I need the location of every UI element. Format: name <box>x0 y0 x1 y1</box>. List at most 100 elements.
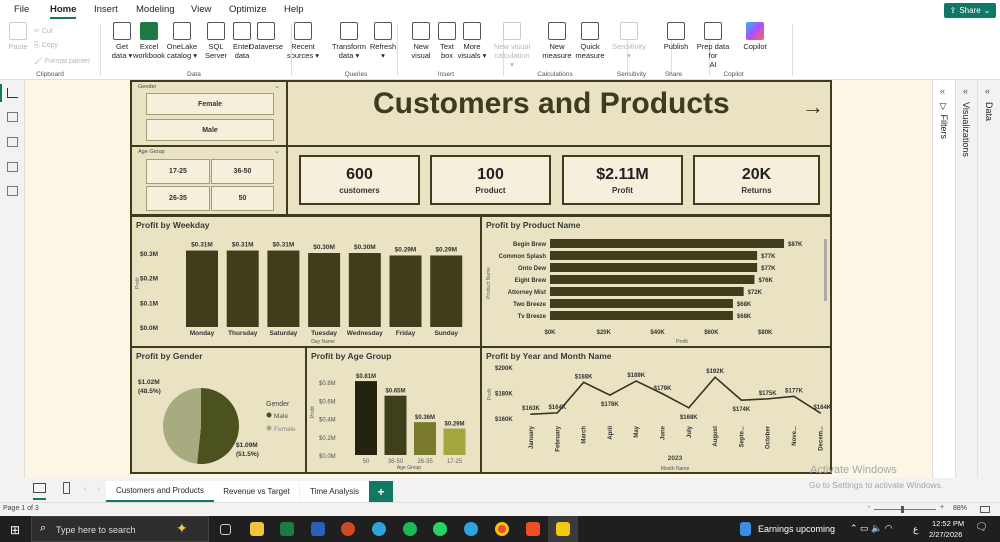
telegram-icon[interactable] <box>464 522 478 536</box>
powerpoint-icon[interactable] <box>341 522 355 536</box>
data-sqlbutton[interactable]: SQL Server <box>196 22 236 60</box>
slicer-option-17-25[interactable]: 17-25 <box>146 159 210 184</box>
data-recentbutton[interactable]: Recent sources ▾ <box>283 22 323 60</box>
windows-start-icon[interactable]: ⊞ <box>10 523 21 537</box>
edge-icon[interactable] <box>372 522 386 536</box>
excel-icon[interactable] <box>280 522 294 536</box>
profit-by-product-chart[interactable]: Profit by Product Name Begin Brew $87K Comm… <box>480 215 832 348</box>
chrome-icon[interactable] <box>495 522 509 536</box>
data-label: $1.02M (48.5%) <box>138 379 161 395</box>
menu-view[interactable]: View <box>191 4 212 15</box>
slicer-option-male[interactable]: Male <box>146 119 274 141</box>
group-label: Share <box>664 71 683 78</box>
powerbi-taskbar-button[interactable] <box>548 516 578 542</box>
model-view-icon[interactable] <box>7 137 18 147</box>
copy-button[interactable]: ⎘ Copy <box>34 42 58 49</box>
next-page-icon[interactable]: › <box>97 484 100 493</box>
menu-modeling[interactable]: Modeling <box>136 4 175 15</box>
chevron-down-icon[interactable]: ⌄ <box>274 148 280 155</box>
divider <box>291 24 292 76</box>
task-view-icon[interactable] <box>220 524 231 535</box>
queries-transformbutton[interactable]: Transform data ▾ <box>329 22 369 60</box>
sensitivity-sensitivitybutton[interactable]: Sensitivity ▾ <box>609 22 649 60</box>
profit-by-gender-chart[interactable]: Profit by Gender $1.02M (48.5%) $1.09M (51.5… <box>130 346 307 474</box>
chevron-down-icon[interactable]: ⌄ <box>274 83 280 90</box>
menu-optimize[interactable]: Optimize <box>229 4 267 15</box>
x-tick: August <box>713 426 719 447</box>
menu-help[interactable]: Help <box>284 4 304 15</box>
tab-time-analysis[interactable]: Time Analysis <box>300 481 369 502</box>
format-painter-button[interactable]: 🖌 Format painter <box>34 58 91 65</box>
report-view-icon[interactable] <box>7 88 18 98</box>
expand-icon[interactable]: « <box>940 86 946 96</box>
news-widget[interactable]: Earnings upcoming <box>758 524 836 534</box>
menu-file[interactable]: File <box>14 4 30 15</box>
zoom-out-button[interactable]: - <box>868 504 871 511</box>
data-onelakebutton[interactable]: OneLake catalog ▾ <box>162 22 202 60</box>
zoom-in-button[interactable]: + <box>940 504 945 511</box>
divider <box>792 24 793 76</box>
data-getbutton[interactable]: Get data ▾ <box>102 22 142 60</box>
bar <box>550 275 755 284</box>
taskbar-search[interactable]: ⌕ Type here to search ✦ <box>31 516 209 542</box>
insert-textbutton[interactable]: Text box <box>427 22 467 60</box>
menu-home[interactable]: Home <box>50 4 77 19</box>
queries-refreshbutton[interactable]: Refresh ▾ <box>363 22 403 60</box>
profit-by-weekday-chart[interactable]: Profit by Weekday $0.0M $0.1M $0.2M $0.3M Pro… <box>130 215 482 348</box>
file-explorer-icon[interactable] <box>250 522 264 536</box>
slicer-option-50[interactable]: 50 <box>211 186 274 211</box>
paste-button[interactable]: Paste <box>6 22 30 51</box>
data-enterbutton[interactable]: Enter data <box>222 22 262 60</box>
data-label: $0.30M <box>354 244 376 251</box>
data-dataversebutton[interactable]: Dataverse <box>246 22 286 51</box>
slicer-option-36-50[interactable]: 36-50 <box>211 159 274 184</box>
zoom-slider[interactable] <box>874 506 936 513</box>
calculations-newbutton[interactable]: New measure <box>537 22 577 60</box>
mobile-layout-icon[interactable] <box>63 482 70 494</box>
calculations-quickbutton[interactable]: Quick measure <box>570 22 610 60</box>
dax-query-icon[interactable] <box>7 162 18 172</box>
menu-insert[interactable]: Insert <box>94 4 118 15</box>
tab-revenue-vs-target[interactable]: Revenue vs Target <box>214 481 299 502</box>
data-point <box>819 412 822 414</box>
x-tick: $60K <box>704 330 719 336</box>
expand-icon[interactable]: « <box>985 86 991 96</box>
profit-by-month-chart[interactable]: Profit by Year and Month Name $160K $180K $… <box>480 346 832 474</box>
slicer-option-female[interactable]: Female <box>146 93 274 115</box>
gender-slicer: Gender ⌄ Female Male <box>130 80 288 147</box>
insert-newbutton[interactable]: New visual <box>401 22 441 60</box>
share-publishbutton[interactable]: Publish <box>656 22 696 51</box>
desktop-layout-icon[interactable] <box>33 483 46 493</box>
zoom-slider-thumb[interactable] <box>901 506 904 513</box>
add-page-button[interactable]: + <box>369 481 393 502</box>
profit-by-age-group-chart[interactable]: Profit by Age Group $0.0M $0.2M $0.4M $0.6M $… <box>305 346 482 474</box>
cut-button[interactable]: ✂ Cut <box>34 28 53 35</box>
tray-icons[interactable]: ⌃ ▭ 🔈 ◠ <box>850 523 893 533</box>
filter-icon: ▽ <box>939 102 949 115</box>
brave-icon[interactable] <box>526 522 540 536</box>
notification-icon[interactable]: 🗨 <box>975 522 988 533</box>
table-view-icon[interactable] <box>7 112 18 122</box>
filters-pane[interactable]: «▽ Filters <box>932 80 955 478</box>
fit-to-page-icon[interactable] <box>980 506 990 513</box>
spotify-icon[interactable] <box>403 522 417 536</box>
y-tick: Begin Brew <box>513 242 546 248</box>
prev-page-icon[interactable]: ‹ <box>84 484 87 493</box>
onelakeicon <box>173 22 191 40</box>
slicer-option-26-35[interactable]: 26-35 <box>146 186 210 211</box>
visualizations-pane[interactable]: «Visualizations <box>955 80 977 478</box>
insert-morebutton[interactable]: More visuals ▾ <box>452 22 492 60</box>
copilot-prep-data-forbutton[interactable]: Prep data for AI <box>693 22 733 69</box>
data-excelbutton[interactable]: Excel workbook <box>129 22 169 60</box>
word-icon[interactable] <box>311 522 325 536</box>
expand-icon[interactable]: « <box>963 86 969 96</box>
copilot-copilotbutton[interactable]: Copilot <box>735 22 775 51</box>
calculations-new-visualbutton[interactable]: New visual calculation ▾ <box>492 22 532 69</box>
y-tick: Two Breeze <box>513 302 547 308</box>
data-pane[interactable]: «Data <box>977 80 1000 478</box>
arrow-right-icon[interactable]: → <box>802 94 824 119</box>
share-button[interactable]: ⇪ Share ⌄ <box>944 3 996 18</box>
tab-customers-and-products[interactable]: Customers and Products <box>106 481 214 502</box>
tmdl-view-icon[interactable] <box>7 186 18 196</box>
whatsapp-icon[interactable] <box>433 522 447 536</box>
